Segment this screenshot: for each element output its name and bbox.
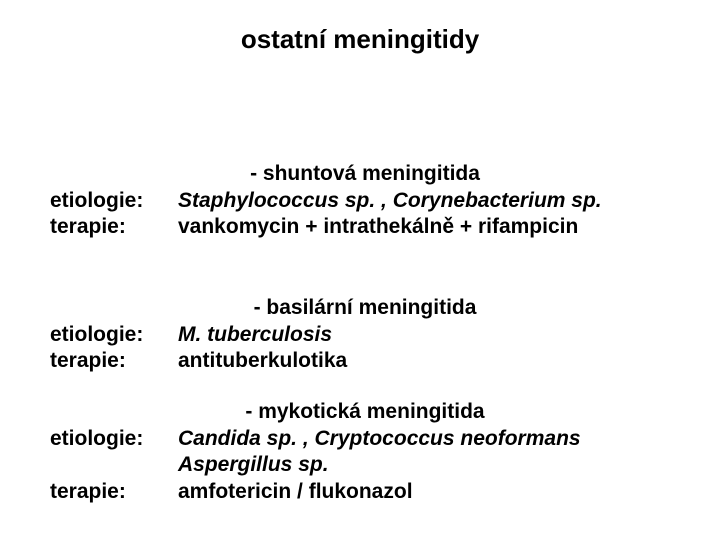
value-etiologie-1: Staphylococcus sp. , Corynebacterium sp. [178,188,680,214]
page-title: ostatní meningitidy [0,24,720,55]
value-terapie-1: vankomycin + intrathekálně + rifampicin [178,214,680,240]
row-terapie-1: terapie: vankomycin + intrathekálně + ri… [50,214,680,240]
row-etiologie-1: etiologie: Staphylococcus sp. , Coryneba… [50,188,680,214]
section-mykotic: - mykotická meningitida etiologie: Candi… [50,400,680,505]
label-terapie: terapie: [50,479,178,505]
value-terapie-3: amfotericin / flukonazol [178,479,680,505]
label-terapie: terapie: [50,348,178,374]
value-etiologie-3: Candida sp. , Cryptococcus neoformans As… [178,426,680,479]
row-terapie-2: terapie: antituberkulotika [50,348,680,374]
row-etiologie-3: etiologie: Candida sp. , Cryptococcus ne… [50,426,680,479]
label-terapie: terapie: [50,214,178,240]
row-terapie-3: terapie: amfotericin / flukonazol [50,479,680,505]
value-terapie-2: antituberkulotika [178,348,680,374]
row-etiologie-2: etiologie: M. tuberculosis [50,322,680,348]
label-etiologie: etiologie: [50,188,178,214]
value-etiologie-2: M. tuberculosis [178,322,680,348]
subtitle-shunt: - shuntová meningitida [50,162,680,186]
subtitle-mykotic: - mykotická meningitida [50,400,680,424]
label-etiologie: etiologie: [50,322,178,348]
label-etiologie: etiologie: [50,426,178,479]
slide: ostatní meningitidy - shuntová meningiti… [0,0,720,540]
section-basilar: - basilární meningitida etiologie: M. tu… [50,296,680,375]
section-shunt: - shuntová meningitida etiologie: Staphy… [50,162,680,241]
subtitle-basilar: - basilární meningitida [50,296,680,320]
